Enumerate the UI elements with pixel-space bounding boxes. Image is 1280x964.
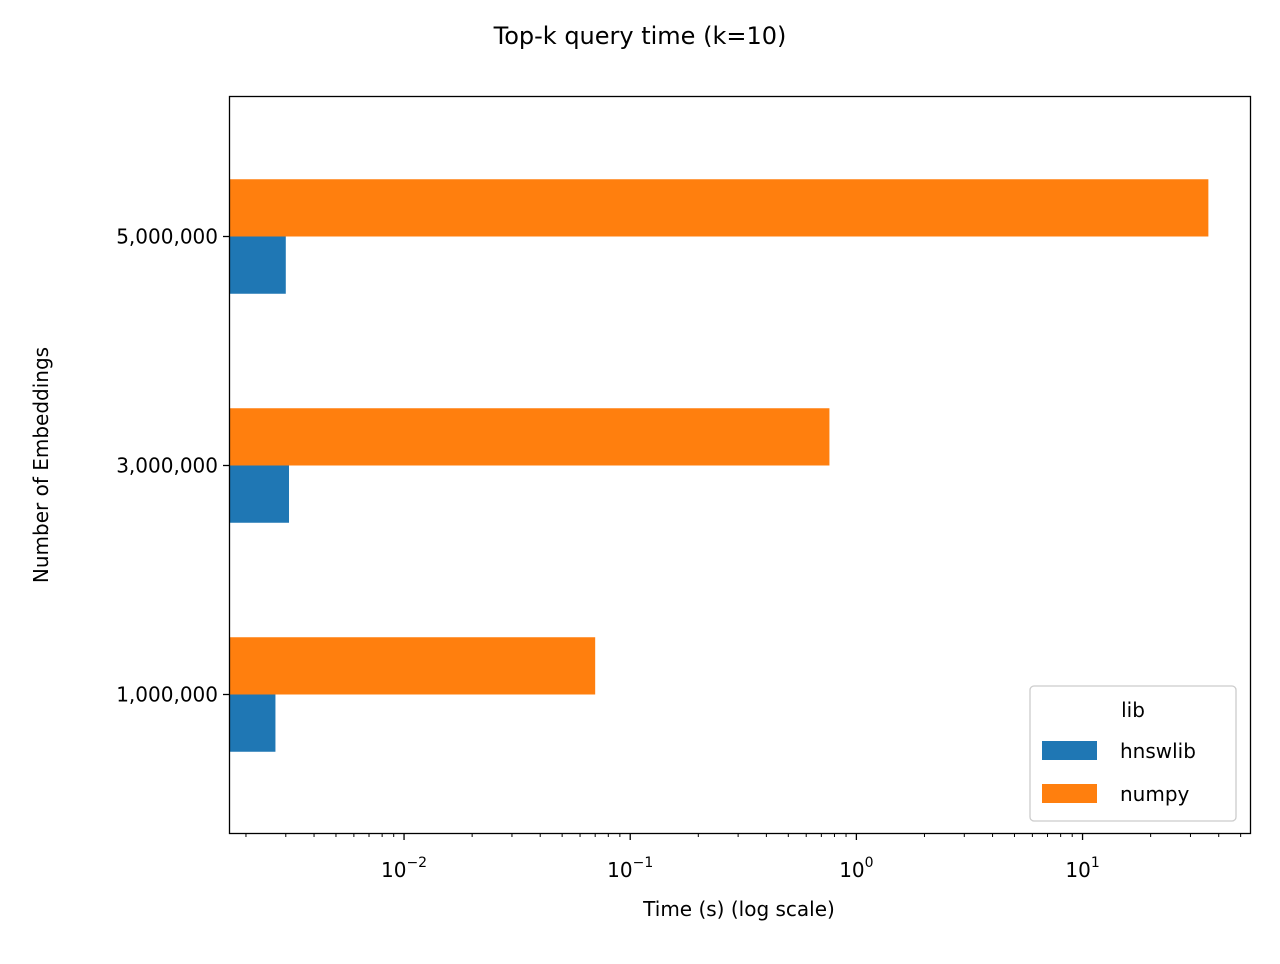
x-axis-ticks: 10−2 10−1 100 101 [245, 833, 1242, 882]
chart-title: Top-k query time (k=10) [493, 22, 787, 50]
x-tick-label: 100 [839, 855, 873, 882]
x-axis-label: Time (s) (log scale) [642, 897, 835, 921]
bar-numpy-3 [230, 179, 1209, 237]
bars-group [230, 179, 1209, 752]
y-tick-label: 1,000,000 [116, 683, 218, 707]
bar-numpy-1 [230, 637, 596, 695]
bar-hnswlib-2 [230, 465, 290, 523]
x-tick-label: 101 [1065, 855, 1099, 882]
legend: lib hnswlib numpy [1029, 685, 1237, 822]
x-tick-label: 10−2 [381, 855, 427, 882]
plot-area-frame [228, 95, 1252, 835]
legend-label-numpy: numpy [1120, 782, 1190, 806]
x-tick-label: 10−1 [607, 855, 653, 882]
y-tick-label: 5,000,000 [116, 225, 218, 249]
legend-title: lib [1121, 698, 1145, 722]
bar-hnswlib-1 [230, 694, 276, 752]
y-axis-label: Number of Embeddings [29, 347, 53, 583]
legend-items: hnswlib numpy [1042, 739, 1196, 806]
y-axis-ticks: 1,000,000 3,000,000 5,000,000 [116, 225, 230, 707]
bar-hnswlib-3 [230, 236, 286, 294]
y-tick-label: 3,000,000 [116, 454, 218, 478]
bar-numpy-2 [230, 408, 830, 466]
legend-swatch-numpy [1042, 784, 1097, 803]
legend-swatch-hnswlib [1042, 741, 1097, 760]
legend-label-hnswlib: hnswlib [1120, 739, 1196, 763]
